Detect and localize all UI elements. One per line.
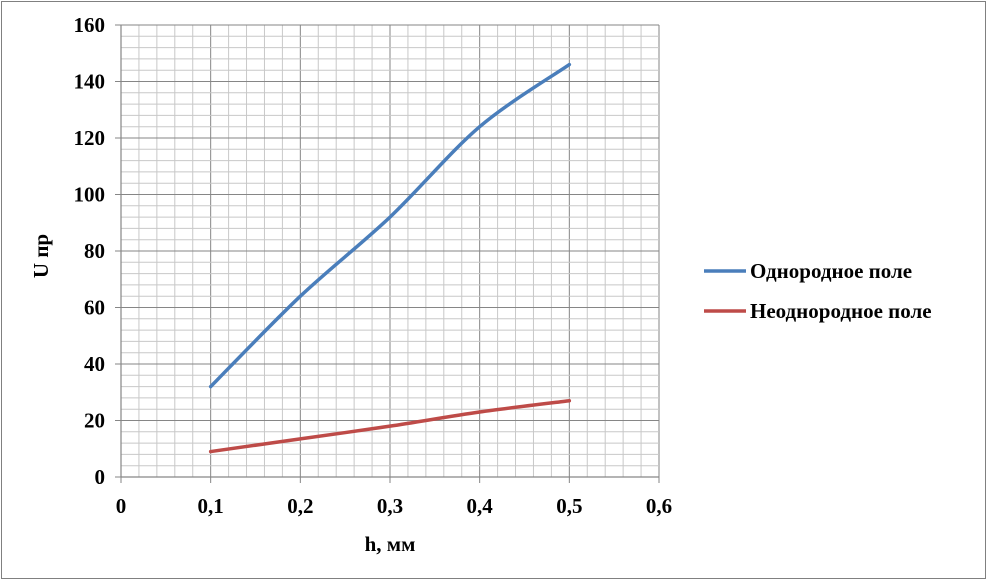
series-lines [208,62,572,454]
x-tick-label: 0,2 [287,494,313,518]
axes [115,24,660,483]
y-tick-label: 160 [74,13,106,37]
y-axis-title: U пр [29,234,53,278]
y-tick-label: 40 [84,352,105,376]
y-tick-label: 60 [84,296,105,320]
legend-label-series-1: Однородное поле [750,259,912,283]
y-tick-label: 100 [74,183,106,207]
legend: Однородное поле Неоднородное поле [704,259,932,323]
grid [120,24,660,478]
y-tick-label: 0 [95,465,106,489]
x-axis-title: h, мм [365,532,416,556]
x-tick-label: 0 [116,494,127,518]
x-tick-label: 0,5 [556,494,582,518]
series-line-1 [208,62,572,389]
legend-label-series-2: Неоднородное поле [750,299,932,323]
series-line-2 [208,398,572,454]
y-tick-label: 120 [74,126,106,150]
x-tick-label: 0,3 [377,494,403,518]
x-tick-label: 0,1 [198,494,224,518]
y-tick-label: 140 [74,70,106,94]
x-tick-label: 0,6 [646,494,672,518]
y-tick-label: 80 [84,239,105,263]
y-tick-label: 20 [84,409,105,433]
tick-labels: 0 0,1 0,2 0,3 0,4 0,5 0,6 0 20 40 60 80 100 120 140 160 [74,13,673,518]
x-tick-label: 0,4 [467,494,494,518]
